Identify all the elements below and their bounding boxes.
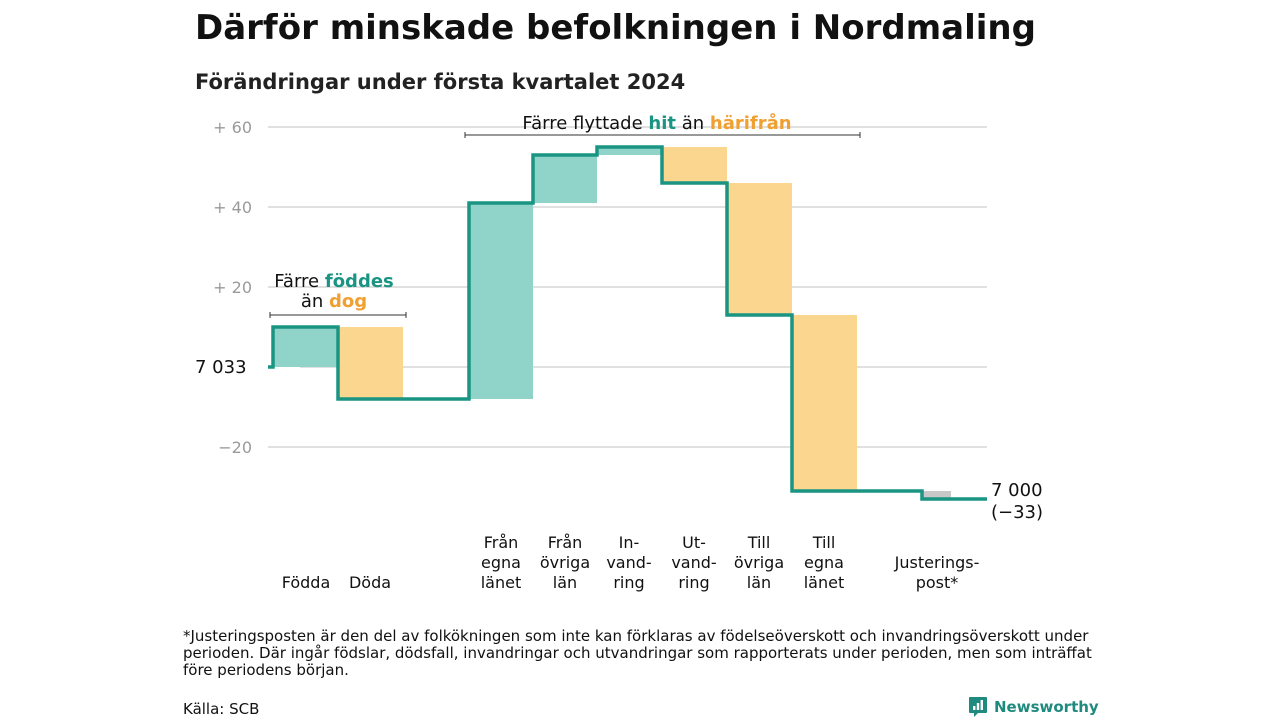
waterfall-bar bbox=[922, 491, 951, 499]
chart-title: Därför minskade befolkningen i Nordmalin… bbox=[195, 8, 1036, 48]
waterfall-bar bbox=[533, 155, 597, 203]
waterfall-bar bbox=[338, 327, 403, 399]
category-label: post* bbox=[916, 573, 959, 592]
category-label: län bbox=[553, 573, 577, 592]
y-tick-label: + 40 bbox=[213, 198, 252, 217]
category-label: Justerings- bbox=[894, 553, 980, 572]
annotation-segment: hit bbox=[648, 113, 676, 134]
brand-name: Newsworthy bbox=[994, 698, 1099, 716]
annotation-segment: dog bbox=[329, 291, 367, 312]
category-label: Ut- bbox=[682, 533, 706, 552]
category-label: övriga bbox=[540, 553, 590, 572]
newsworthy-logo-icon bbox=[969, 697, 987, 717]
category-label: ring bbox=[678, 573, 709, 592]
annotation-segment: Färre flyttade bbox=[522, 113, 648, 134]
running-total-line bbox=[268, 145, 987, 501]
category-label: ring bbox=[613, 573, 644, 592]
category-label: Döda bbox=[349, 573, 391, 592]
category-label: In- bbox=[619, 533, 640, 552]
waterfall-bar bbox=[727, 183, 792, 315]
annotation-migration: Färre flyttade hit än härifrån bbox=[522, 112, 791, 134]
category-label: egna bbox=[481, 553, 521, 572]
category-label: Från bbox=[484, 533, 519, 552]
end-change-label: (−33) bbox=[991, 502, 1043, 523]
annotation-births-deaths: Färre föddes bbox=[274, 271, 394, 292]
annotation-segment: än bbox=[301, 291, 329, 312]
y-tick-label: + 60 bbox=[213, 118, 252, 137]
brand-logo: Newsworthy bbox=[968, 696, 1099, 718]
chart-subtitle: Förändringar under första kvartalet 2024 bbox=[195, 70, 686, 94]
start-value-label: 7 033 bbox=[195, 357, 247, 378]
category-label: länet bbox=[804, 573, 845, 592]
category-label: övriga bbox=[734, 553, 784, 572]
annotation-segment: Färre bbox=[274, 271, 325, 292]
annotation-segment: än bbox=[676, 113, 710, 134]
category-label: vand- bbox=[606, 553, 651, 572]
category-label: Födda bbox=[282, 573, 331, 592]
category-label: länet bbox=[481, 573, 522, 592]
waterfall-bar bbox=[662, 147, 727, 183]
category-label: egna bbox=[804, 553, 844, 572]
y-tick-label: + 20 bbox=[213, 278, 252, 297]
source-note: Källa: SCB bbox=[183, 700, 260, 718]
end-value-label: 7 000 bbox=[991, 480, 1043, 501]
annotation-segment: härifrån bbox=[710, 112, 792, 134]
y-tick-label: −20 bbox=[218, 438, 252, 457]
waterfall-bar bbox=[792, 315, 857, 491]
category-label: Till bbox=[812, 533, 836, 552]
category-label: län bbox=[747, 573, 771, 592]
annotation-segment: föddes bbox=[325, 271, 394, 292]
annotation-births-deaths: än dog bbox=[301, 291, 367, 312]
category-label: Från bbox=[548, 533, 583, 552]
category-label: vand- bbox=[671, 553, 716, 572]
waterfall-bar bbox=[273, 327, 338, 367]
waterfall-bar bbox=[469, 203, 533, 399]
waterfall-bar bbox=[597, 147, 662, 155]
waterfall-chart: + 60 + 40 + 20 −20 7 033 7 000(−33) Födda Döda F… bbox=[195, 112, 1043, 592]
footnote: *Justeringsposten är den del av folkökni… bbox=[183, 627, 1092, 679]
category-label: Till bbox=[747, 533, 771, 552]
